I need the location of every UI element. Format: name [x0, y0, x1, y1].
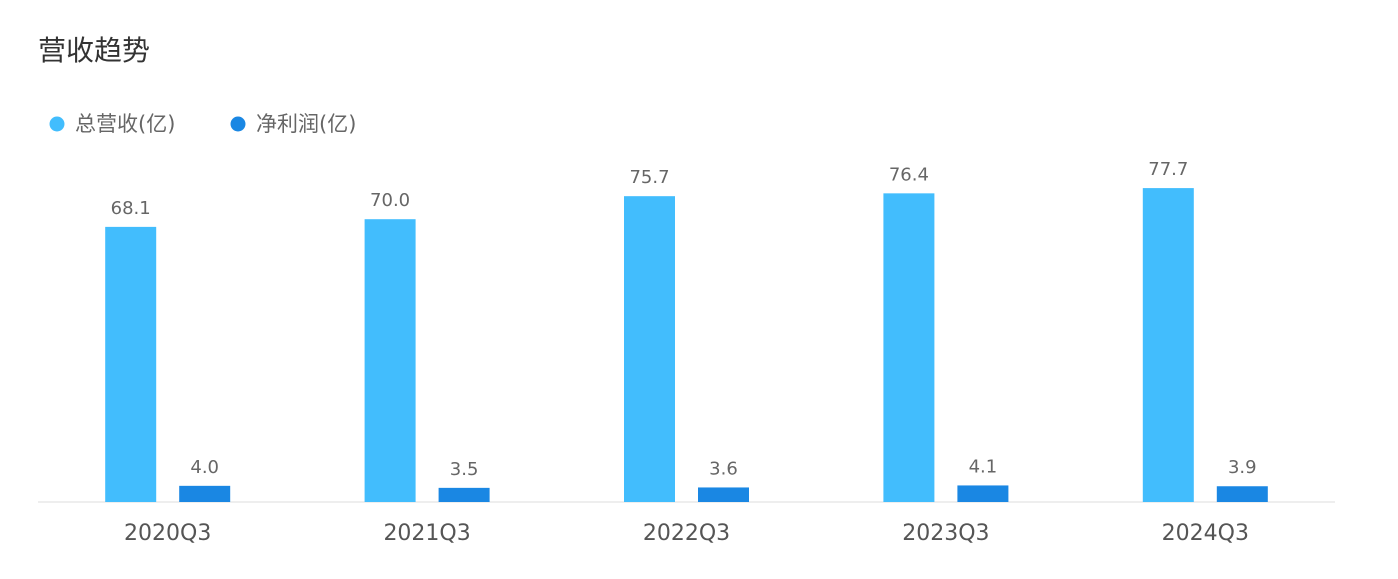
legend-marker [230, 116, 246, 132]
bar [364, 219, 416, 502]
x-tick-label: 2022Q3 [643, 521, 730, 546]
data-label: 3.9 [1228, 457, 1257, 478]
x-tick-label: 2023Q3 [902, 521, 989, 546]
data-label: 68.1 [111, 198, 151, 219]
bar [438, 487, 490, 502]
x-tick-label: 2024Q3 [1162, 521, 1249, 546]
bar [624, 196, 675, 502]
data-label: 4.1 [969, 456, 998, 477]
x-tick-label: 2021Q3 [383, 521, 470, 546]
bar [105, 226, 157, 502]
data-label: 70.0 [370, 190, 410, 211]
legend-marker [49, 116, 65, 132]
bar [883, 193, 935, 502]
legend-label: 净利润(亿) [256, 112, 356, 136]
data-label: 4.0 [190, 457, 219, 478]
data-label: 77.7 [1148, 159, 1188, 180]
data-label: 3.5 [450, 459, 479, 480]
legend-label: 总营收(亿) [75, 112, 175, 136]
chart-title: 营收趋势 [38, 34, 150, 67]
data-label: 76.4 [889, 164, 929, 185]
bar [1216, 486, 1268, 502]
bar [698, 487, 749, 502]
data-label: 75.7 [629, 167, 669, 188]
bar [1142, 188, 1194, 503]
bar [957, 485, 1009, 502]
x-tick-label: 2020Q3 [124, 521, 211, 546]
bar [179, 485, 231, 502]
data-label: 3.6 [709, 458, 738, 479]
